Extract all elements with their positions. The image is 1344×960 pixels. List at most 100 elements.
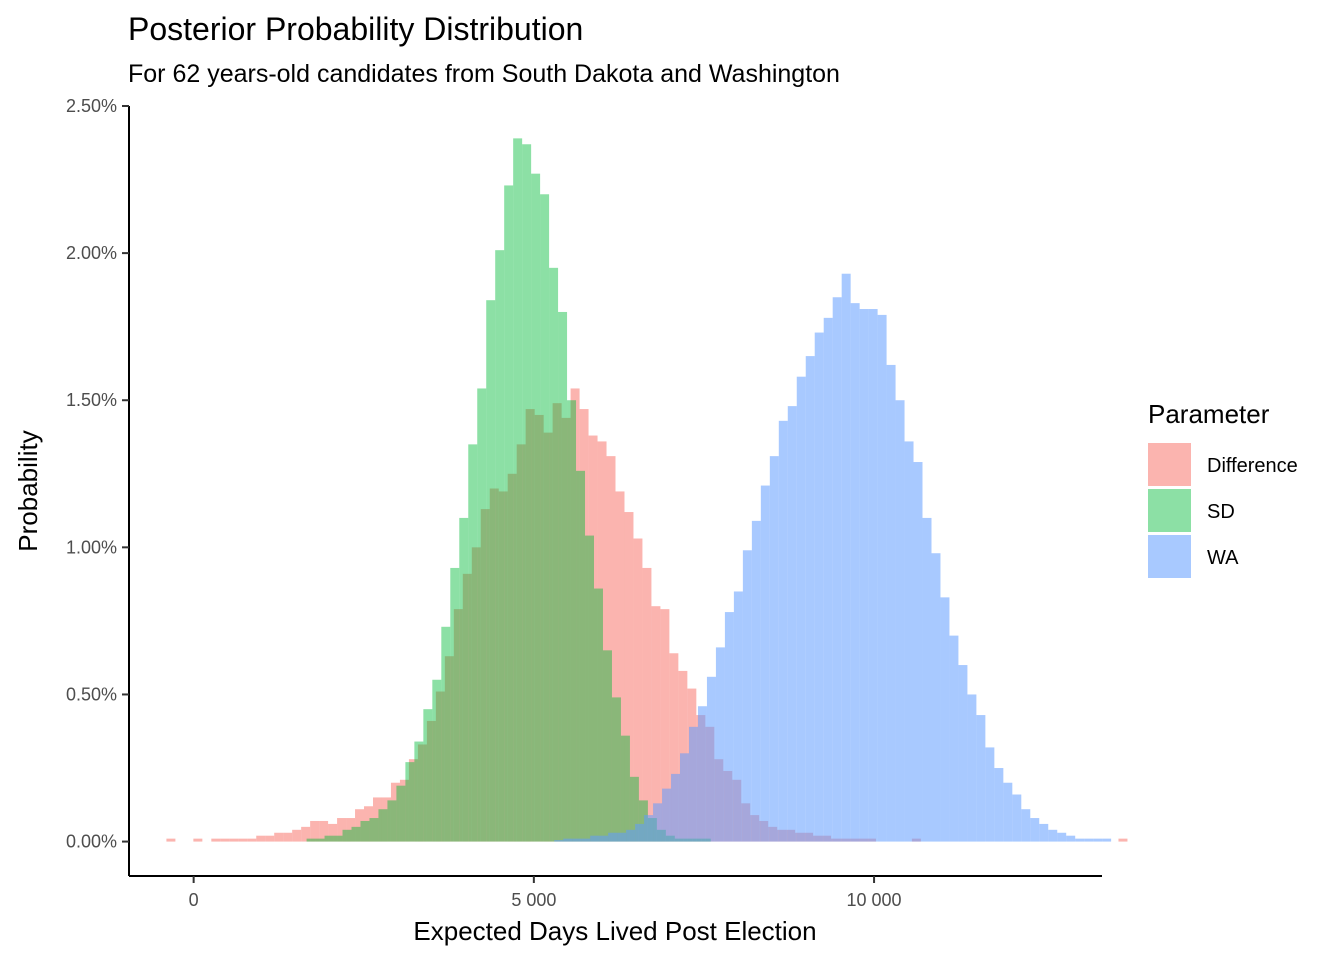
histogram-bar <box>554 840 564 842</box>
histogram-bar <box>381 797 391 842</box>
x-axis-ticks: 0 5 000 10 000 <box>189 876 902 910</box>
histogram-bar <box>504 185 514 842</box>
histogram-bar <box>480 509 490 842</box>
histogram-bar <box>877 314 887 842</box>
legend-swatch-wa <box>1148 535 1191 578</box>
histogram-bar <box>629 776 639 842</box>
histogram-bar <box>850 303 860 842</box>
histogram-bar <box>635 823 645 842</box>
histogram-bar <box>531 173 541 842</box>
histogram-bar <box>680 753 689 842</box>
histogram-bar <box>697 706 707 842</box>
plot-area <box>166 138 1128 842</box>
histogram-bar <box>653 803 663 842</box>
histogram-bar <box>459 517 469 842</box>
histogram-bar <box>594 588 603 842</box>
histogram-bar <box>229 838 239 842</box>
histogram-bar <box>1102 838 1112 842</box>
histogram-bar <box>540 194 550 842</box>
histogram-bar <box>408 759 418 842</box>
histogram-bar <box>597 441 607 842</box>
histogram-bar <box>787 406 797 842</box>
histogram-bar <box>360 820 370 842</box>
histogram-bar <box>588 435 598 842</box>
histogram-bar <box>1118 838 1128 842</box>
histogram-bar <box>387 800 397 842</box>
histogram-bar <box>495 250 505 842</box>
histogram-bar <box>608 832 618 842</box>
histogram-bar <box>435 691 445 842</box>
histogram-bar <box>751 520 761 842</box>
legend: Parameter Difference SD WA <box>1148 399 1298 578</box>
histogram-bar <box>724 612 734 842</box>
histogram-bar <box>985 747 995 842</box>
histogram-bar <box>671 773 680 842</box>
histogram-bar <box>976 715 986 842</box>
histogram-bar <box>315 838 325 842</box>
histogram-bar <box>967 694 977 842</box>
histogram-bar <box>660 609 670 842</box>
histogram-bar <box>450 567 460 842</box>
histogram-bar <box>399 779 409 842</box>
legend-label-wa: WA <box>1207 547 1239 569</box>
histogram-bar <box>760 485 770 842</box>
histogram-bar <box>444 656 454 842</box>
histogram-bar <box>256 835 266 842</box>
histogram-bar <box>405 762 415 842</box>
histogram-bar <box>805 356 815 842</box>
histogram-bar <box>543 432 553 842</box>
x-axis-title: Expected Days Lived Post Election <box>413 916 816 946</box>
histogram-bar <box>615 491 625 842</box>
histogram-bar <box>733 591 743 842</box>
histogram-bar <box>642 567 652 842</box>
histogram-bar <box>585 535 594 842</box>
histogram-bar <box>342 829 352 842</box>
histogram-bar <box>468 444 478 842</box>
histogram-bar <box>549 267 559 842</box>
histogram-bar <box>507 473 517 842</box>
histogram-bar <box>310 820 320 842</box>
histogram-bar <box>441 626 451 842</box>
histogram-bar <box>337 818 347 842</box>
histogram-bar <box>417 744 427 842</box>
histogram-bar <box>489 488 499 842</box>
histogram-bar <box>274 832 284 842</box>
series-wa <box>554 273 1112 842</box>
y-tick-label: 2.00% <box>66 243 117 263</box>
histogram-bar <box>868 309 878 842</box>
y-tick-label: 0.00% <box>66 832 117 852</box>
x-tick-label: 10 000 <box>847 890 902 910</box>
histogram-bar <box>238 838 248 842</box>
histogram-bar <box>561 417 571 842</box>
histogram-bar <box>247 838 257 842</box>
histogram-bar <box>922 517 932 842</box>
histogram-bar <box>715 647 725 842</box>
histogram-bar <box>1003 782 1013 842</box>
histogram-bar <box>333 835 343 842</box>
histogram-bar <box>292 829 302 842</box>
histogram-bar <box>570 388 580 842</box>
histogram-bar <box>301 826 311 842</box>
histogram-bar <box>414 741 424 842</box>
histogram-bar <box>364 806 373 842</box>
histogram-bar <box>904 441 914 842</box>
histogram-bar <box>606 456 616 842</box>
histogram-bar <box>940 597 950 842</box>
histogram-bar <box>351 826 361 842</box>
histogram-bar <box>396 785 406 842</box>
histogram-bar <box>426 720 436 842</box>
histogram-bar <box>617 832 627 842</box>
histogram-bar <box>576 470 586 842</box>
histogram-bar <box>1048 829 1058 842</box>
histogram-bar <box>611 697 621 842</box>
histogram-bar <box>558 311 568 842</box>
histogram-bar <box>1093 838 1103 842</box>
histogram-bar <box>193 838 203 842</box>
histogram-bar <box>567 400 577 842</box>
histogram-bar <box>471 547 481 842</box>
histogram-bar <box>624 512 634 842</box>
histogram-bar <box>525 409 535 842</box>
histogram-bar <box>581 838 591 842</box>
histogram-bar <box>1075 838 1085 842</box>
